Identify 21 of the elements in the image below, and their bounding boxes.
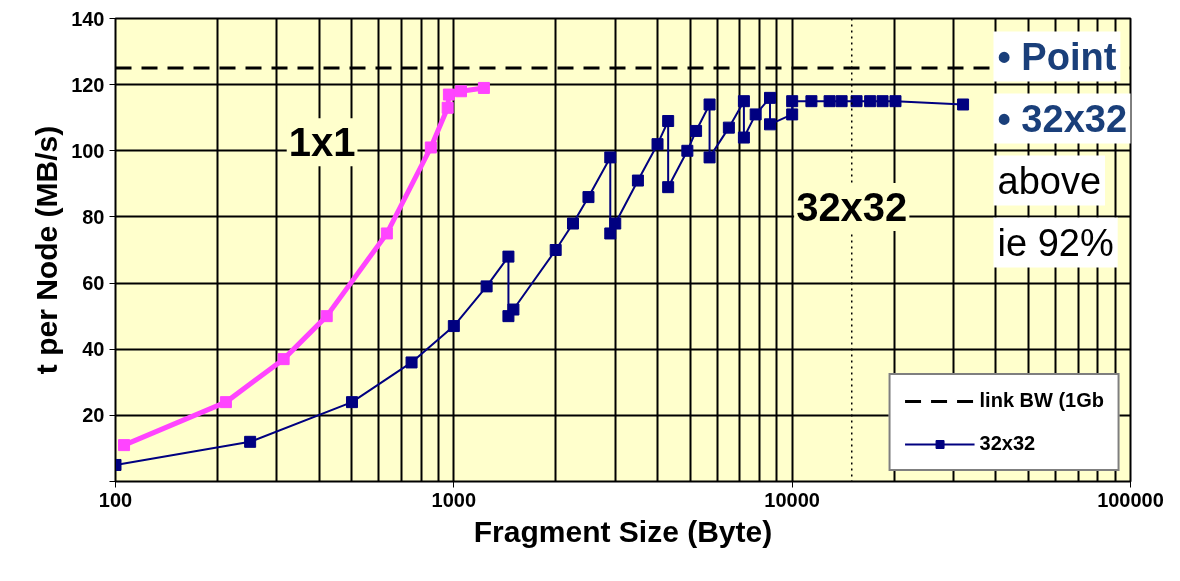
- y-tick-label: 20: [82, 404, 105, 427]
- x-tick-label: 100000: [1097, 488, 1164, 511]
- annotation: 32x32: [796, 185, 908, 230]
- annotation: above: [997, 159, 1102, 202]
- y-tick-label: 40: [82, 338, 105, 361]
- x-axis-title: Fragment Size (Byte): [473, 514, 773, 548]
- y-tick-label: 80: [82, 205, 105, 228]
- legend-label: 32x32: [979, 432, 1036, 455]
- y-tick-label: 140: [71, 7, 105, 30]
- x-tick-label: 100: [98, 488, 133, 511]
- y-tick-label: 120: [71, 73, 105, 96]
- legend-label: link BW (1Gb: [979, 389, 1104, 412]
- y-tick-label: 60: [82, 272, 105, 295]
- x-tick-label: 10000: [764, 488, 820, 511]
- annotation: • Point: [997, 35, 1117, 78]
- annotation: • 32x32: [997, 97, 1128, 140]
- y-tick-label: 100: [71, 139, 105, 162]
- annotation: ie 92%: [997, 221, 1114, 264]
- y-axis-title: t per Node (MB/s): [30, 125, 64, 375]
- series-label: 1x1: [288, 120, 356, 165]
- x-tick-label: 1000: [431, 488, 477, 511]
